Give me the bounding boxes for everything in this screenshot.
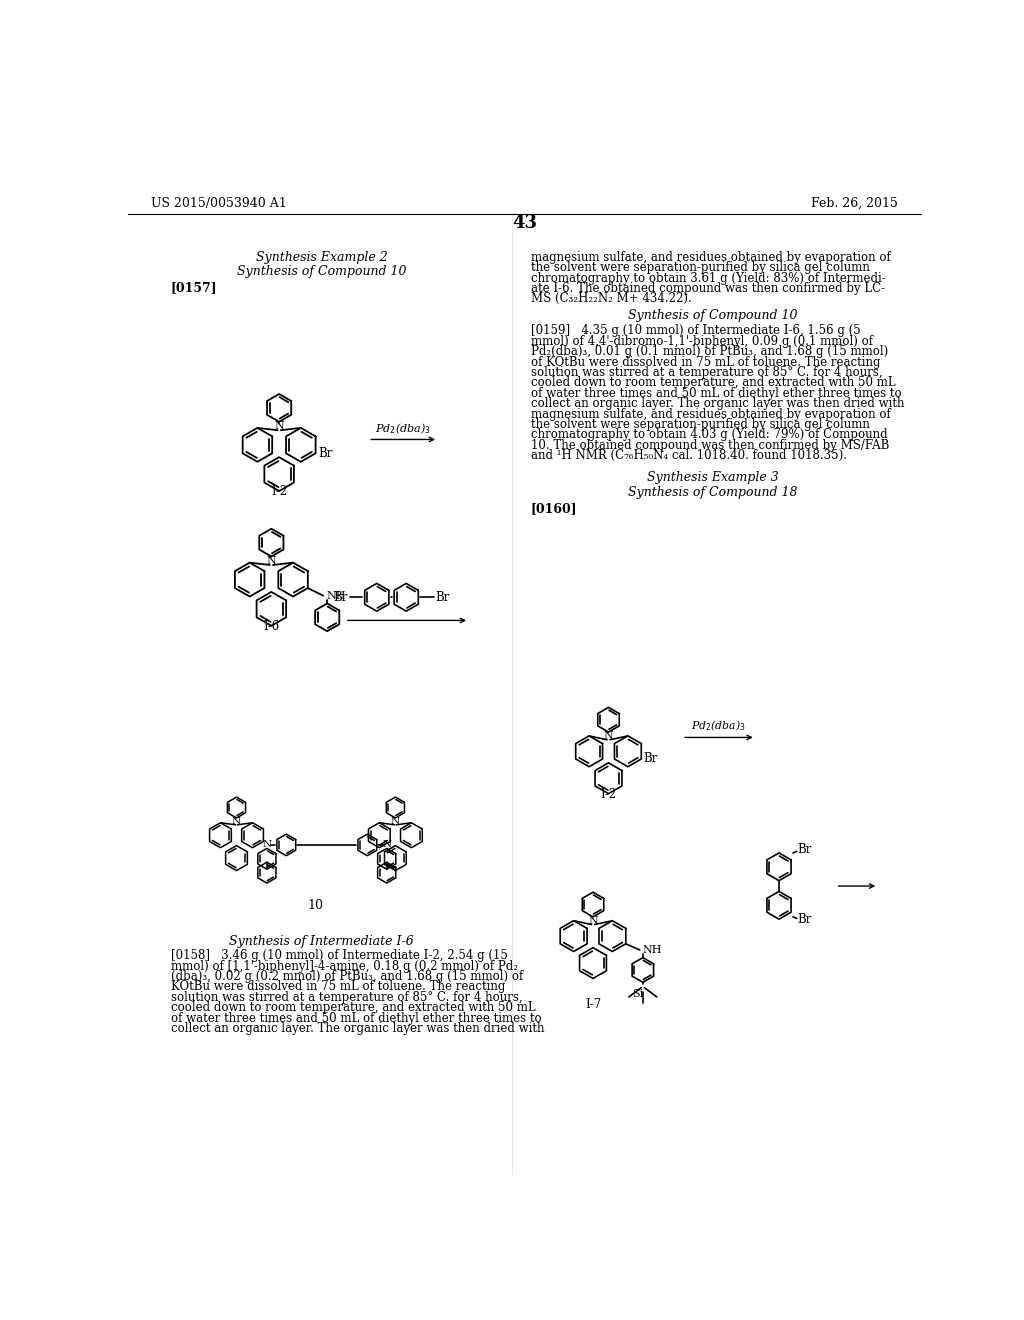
Text: Br: Br	[318, 446, 333, 459]
Text: N: N	[391, 817, 400, 826]
Text: solution was stirred at a temperature of 85° C. for 4 hours,: solution was stirred at a temperature of…	[531, 366, 883, 379]
Text: cooled down to room temperature, and extracted with 50 mL: cooled down to room temperature, and ext…	[171, 1001, 536, 1014]
Text: the solvent were separation-purified by silica gel column: the solvent were separation-purified by …	[531, 261, 869, 275]
Text: collect an organic layer. The organic layer was then dried with: collect an organic layer. The organic la…	[531, 397, 904, 411]
Text: and ¹H NMR (C₇₆H₅₀N₄ cal. 1018.40. found 1018.35).: and ¹H NMR (C₇₆H₅₀N₄ cal. 1018.40. found…	[531, 449, 847, 462]
Text: of water three times and 50 mL of diethyl ether three times to: of water three times and 50 mL of diethy…	[531, 387, 901, 400]
Text: MS (C₃₂H₂₂N₂ M+ 434.22).: MS (C₃₂H₂₂N₂ M+ 434.22).	[531, 293, 692, 305]
Text: NH: NH	[327, 591, 346, 601]
Text: Si: Si	[633, 989, 644, 999]
Text: ate I-6. The obtained compound was then confirmed by LC-: ate I-6. The obtained compound was then …	[531, 282, 885, 294]
Text: N: N	[274, 421, 284, 432]
Text: [0160]: [0160]	[531, 502, 578, 515]
Text: [0158]   3.46 g (10 mmol) of Intermediate I-2, 2.54 g (15: [0158] 3.46 g (10 mmol) of Intermediate …	[171, 949, 508, 962]
Text: Br: Br	[798, 912, 812, 925]
Text: N: N	[262, 841, 271, 850]
Text: cooled down to room temperature, and extracted with 50 mL: cooled down to room temperature, and ext…	[531, 376, 896, 389]
Text: 43: 43	[512, 214, 538, 232]
Text: (dba)₃, 0.02 g (0.2 mmol) of PtBu₃, and 1.68 g (15 mmol) of: (dba)₃, 0.02 g (0.2 mmol) of PtBu₃, and …	[171, 970, 523, 983]
Text: mmol) of [1,1'-biphenyl]-4-amine, 0.18 g (0.2 mmol) of Pd₂: mmol) of [1,1'-biphenyl]-4-amine, 0.18 g…	[171, 960, 517, 973]
Text: chromatography to obtain 3.61 g (Yield: 83%) of Intermedi-: chromatography to obtain 3.61 g (Yield: …	[531, 272, 886, 285]
Text: Br: Br	[643, 751, 657, 764]
Text: of KOtBu were dissolved in 75 mL of toluene. The reacting: of KOtBu were dissolved in 75 mL of tolu…	[531, 355, 881, 368]
Text: mmol) of 4,4'-dibromo-1,1'-biphenyl, 0.09 g (0.1 mmol) of: mmol) of 4,4'-dibromo-1,1'-biphenyl, 0.0…	[531, 335, 873, 347]
Text: I-7: I-7	[585, 998, 601, 1011]
Text: [0157]: [0157]	[171, 281, 217, 294]
Text: magnesium sulfate, and residues obtained by evaporation of: magnesium sulfate, and residues obtained…	[531, 251, 891, 264]
Text: magnesium sulfate, and residues obtained by evaporation of: magnesium sulfate, and residues obtained…	[531, 408, 891, 421]
Text: Br: Br	[798, 843, 812, 857]
Text: I-6: I-6	[263, 619, 280, 632]
Text: N: N	[232, 817, 241, 826]
Text: solution was stirred at a temperature of 85° C. for 4 hours,: solution was stirred at a temperature of…	[171, 991, 522, 1003]
Text: Synthesis Example 3: Synthesis Example 3	[647, 471, 779, 484]
Text: Synthesis of Compound 18: Synthesis of Compound 18	[629, 487, 798, 499]
Text: Synthesis of Compound 10: Synthesis of Compound 10	[237, 265, 407, 279]
Text: collect an organic layer. The organic layer was then dried with: collect an organic layer. The organic la…	[171, 1022, 544, 1035]
Text: N: N	[266, 556, 276, 566]
Text: chromatography to obtain 4.03 g (Yield: 79%) of Compound: chromatography to obtain 4.03 g (Yield: …	[531, 428, 888, 441]
Text: N: N	[588, 916, 598, 925]
Text: Synthesis of Intermediate I-6: Synthesis of Intermediate I-6	[229, 936, 414, 948]
Text: KOtBu were dissolved in 75 mL of toluene. The reacting: KOtBu were dissolved in 75 mL of toluene…	[171, 981, 505, 994]
Text: US 2015/0053940 A1: US 2015/0053940 A1	[152, 197, 287, 210]
Text: Synthesis of Compound 10: Synthesis of Compound 10	[629, 309, 798, 322]
Text: N: N	[603, 731, 613, 741]
Text: Feb. 26, 2015: Feb. 26, 2015	[811, 197, 898, 210]
Text: [0159]   4.35 g (10 mmol) of Intermediate I-6, 1.56 g (5: [0159] 4.35 g (10 mmol) of Intermediate …	[531, 325, 861, 338]
Text: Br: Br	[435, 591, 451, 603]
Text: I-2: I-2	[271, 484, 287, 498]
Text: of water three times and 50 mL of diethyl ether three times to: of water three times and 50 mL of diethy…	[171, 1011, 542, 1024]
Text: 10: 10	[307, 899, 324, 912]
Text: Synthesis Example 2: Synthesis Example 2	[256, 251, 388, 264]
Text: Pd₂(dba)₃, 0.01 g (0.1 mmol) of PtBu₃, and 1.68 g (15 mmol): Pd₂(dba)₃, 0.01 g (0.1 mmol) of PtBu₃, a…	[531, 345, 888, 358]
Text: Br: Br	[334, 591, 348, 603]
Text: N: N	[382, 841, 391, 850]
Text: I-2: I-2	[600, 788, 616, 800]
Text: the solvent were separation-purified by silica gel column: the solvent were separation-purified by …	[531, 418, 869, 430]
Text: 10. The obtained compound was then confirmed by MS/FAB: 10. The obtained compound was then confi…	[531, 438, 890, 451]
Text: Pd$_2$(dba)$_3$: Pd$_2$(dba)$_3$	[691, 718, 746, 733]
Text: Pd$_2$(dba)$_3$: Pd$_2$(dba)$_3$	[375, 421, 431, 436]
Text: NH: NH	[643, 945, 663, 954]
